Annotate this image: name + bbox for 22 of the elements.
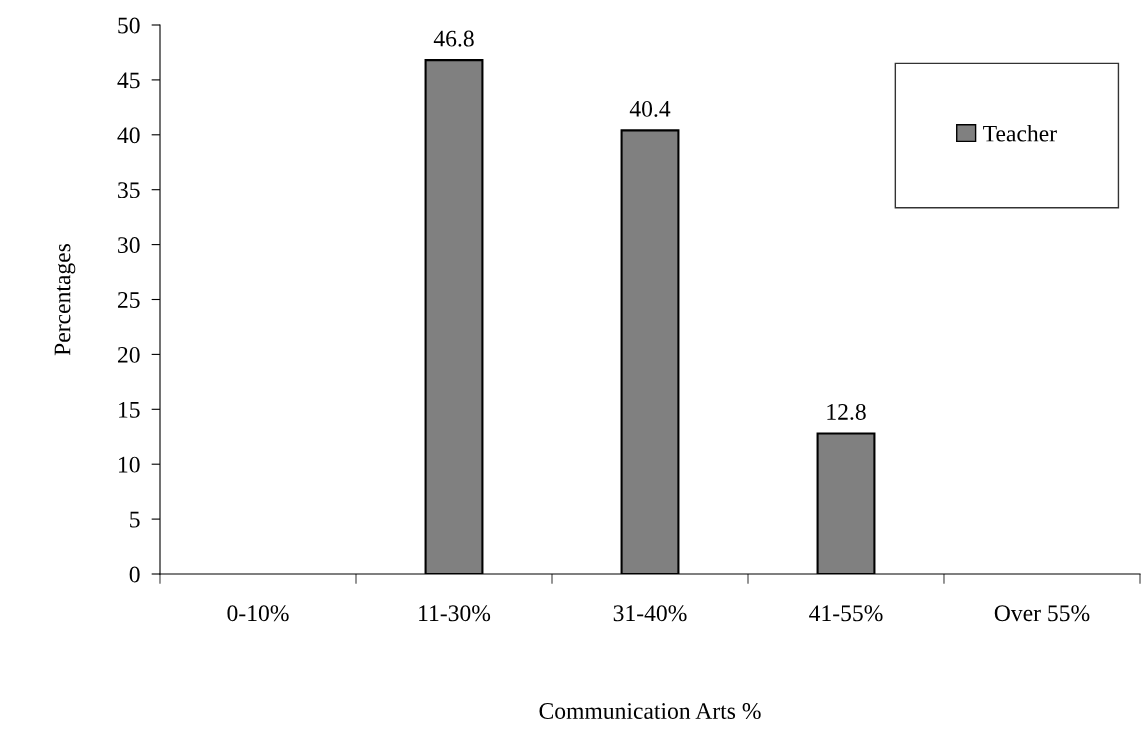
x-tick-label: 0-10% [227,605,289,622]
y-tick-label: 25 [117,292,140,308]
y-tick-label: 50 [118,17,140,34]
x-tick-label: 11-30% [419,605,491,622]
y-tick-label: 15 [119,401,140,418]
y-tick-label: 35 [118,182,140,199]
y-tick-label: 40 [117,127,140,144]
y-tick-label: 5 [130,511,140,528]
y-tick-label: 10 [119,456,140,473]
y-tick-label: 20 [117,346,140,363]
data-label: 12.8 [827,403,866,420]
y-axis-title: Percentages [54,243,76,356]
x-tick-label: 41-55% [809,605,883,622]
x-axis-title: Communication Arts % [539,703,761,720]
data-label: 46.8 [433,30,474,47]
x-tick-label: Over 55% [994,605,1090,622]
x-tick-label: 31-40% [613,605,687,622]
y-tick-label: 45 [117,72,140,89]
y-tick-label: 30 [118,237,140,254]
y-tick-label: 0 [129,566,140,583]
legend-label: Teacher [983,124,1057,142]
data-label: 40.4 [629,100,671,117]
